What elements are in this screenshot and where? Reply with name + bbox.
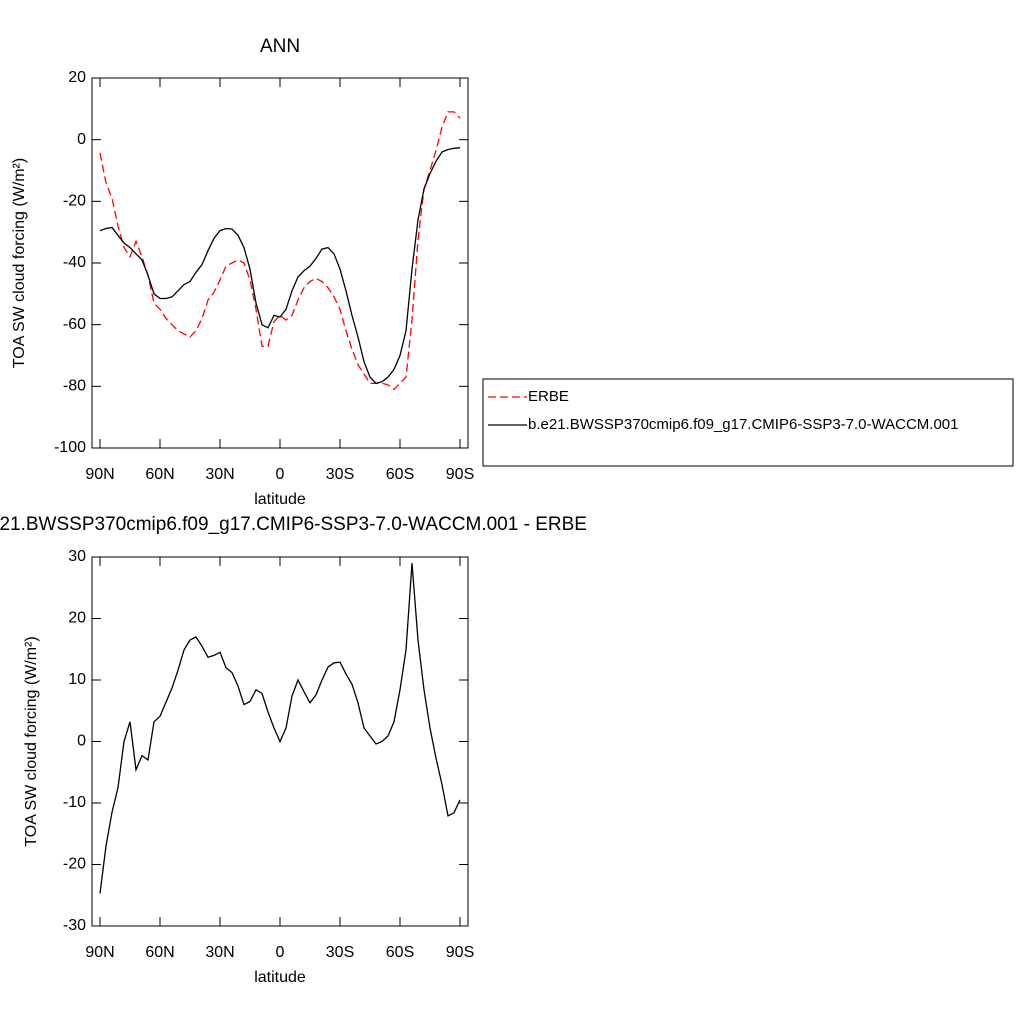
chart-title: ANN	[260, 36, 300, 57]
chart-title: b.e21.BWSSP370cmip6.f09_g17.CMIP6-SSP3-7…	[0, 514, 587, 535]
y-tick-label: 20	[68, 610, 86, 627]
y-axis-label: TOA SW cloud forcing (W/m²)	[23, 636, 40, 846]
y-tick-label: 0	[77, 733, 86, 750]
x-tick-label: 30N	[205, 466, 234, 483]
x-tick-label: 90S	[446, 944, 474, 961]
y-tick-label: -10	[63, 794, 86, 811]
x-axis-label: latitude	[254, 969, 306, 986]
x-tick-label: 30S	[326, 466, 354, 483]
x-tick-label: 60N	[145, 466, 174, 483]
y-tick-label: -60	[63, 316, 86, 333]
x-tick-label: 0	[276, 466, 285, 483]
y-tick-label: -40	[63, 254, 86, 271]
x-tick-label: 90N	[85, 466, 114, 483]
y-axis-label: TOA SW cloud forcing (W/m²)	[11, 158, 28, 368]
legend-text: ERBE	[528, 388, 569, 405]
y-tick-label: -30	[63, 917, 86, 934]
y-tick-label: -80	[63, 378, 86, 395]
x-tick-label: 60S	[386, 944, 414, 961]
x-tick-label: 90N	[85, 944, 114, 961]
x-tick-label: 30S	[326, 944, 354, 961]
x-tick-label: 90S	[446, 466, 474, 483]
y-tick-label: 20	[68, 69, 86, 86]
x-axis-label: latitude	[254, 491, 306, 508]
y-tick-label: -100	[54, 439, 86, 456]
y-tick-label: 30	[68, 548, 86, 565]
plot-frame	[91, 77, 469, 449]
y-tick-label: 10	[68, 671, 86, 688]
data-line	[99, 111, 461, 391]
x-tick-label: 30N	[205, 944, 234, 961]
x-tick-label: 0	[276, 944, 285, 961]
y-tick-label: 0	[77, 131, 86, 148]
x-tick-label: 60N	[145, 944, 174, 961]
y-tick-label: -20	[63, 193, 86, 210]
y-tick-label: -20	[63, 856, 86, 873]
legend-text: b.e21.BWSSP370cmip6.f09_g17.CMIP6-SSP3-7…	[528, 416, 958, 433]
data-line	[99, 563, 461, 894]
data-line	[99, 147, 461, 385]
legend-box	[482, 378, 1014, 467]
x-tick-label: 60S	[386, 466, 414, 483]
